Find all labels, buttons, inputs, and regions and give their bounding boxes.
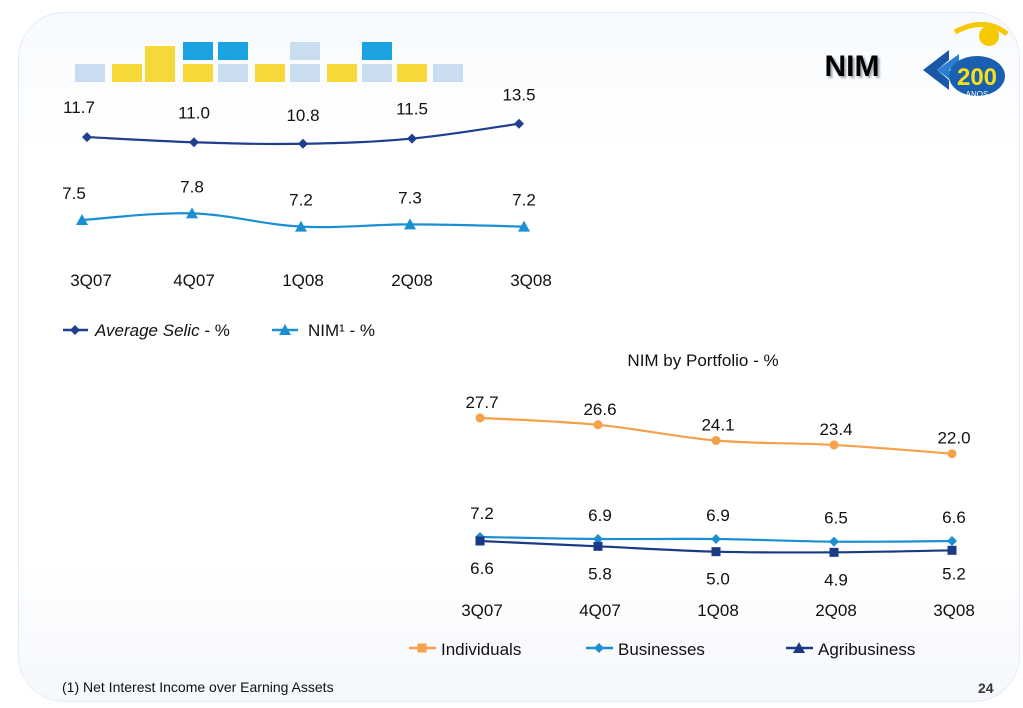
data-label-agribusiness: 4.9 (824, 570, 848, 589)
banner-square (397, 64, 427, 82)
banner-square (183, 64, 213, 82)
banner-square (218, 64, 248, 82)
legend-label-average-selic: Average Selic - % (94, 321, 230, 340)
data-label-nim: 7.5 (62, 184, 86, 203)
banner-square (362, 64, 392, 82)
banner-square (433, 64, 463, 82)
data-label-businesses: 6.6 (942, 508, 966, 527)
data-point-businesses (947, 536, 957, 546)
decorative-banner (75, 42, 470, 86)
data-label-individuals: 26.6 (583, 400, 616, 419)
x-tick-label: 4Q07 (579, 601, 621, 620)
data-label-average-selic: 10.8 (286, 106, 319, 125)
banner-square (218, 42, 248, 60)
banner-square (145, 46, 175, 64)
data-label-businesses: 6.9 (588, 506, 612, 525)
data-point-nim (186, 207, 198, 219)
slide-title: NIM (824, 50, 880, 83)
data-point-businesses (593, 534, 603, 544)
data-point-individuals (711, 436, 721, 446)
footnote: (1) Net Interest Income over Earning Ass… (62, 679, 334, 695)
data-label-nim: 7.3 (398, 188, 422, 207)
legend-label-individuals: Individuals (441, 640, 521, 659)
banner-square (145, 64, 175, 82)
data-label-individuals: 22.0 (937, 429, 970, 448)
page-number: 24 (978, 680, 994, 696)
data-point-average-selic (407, 133, 417, 144)
data-point-average-selic (82, 132, 92, 143)
x-tick-label: 2Q08 (815, 601, 857, 620)
data-label-average-selic: 11.0 (178, 103, 210, 122)
data-point-nim (404, 218, 416, 230)
data-label-agribusiness: 5.8 (588, 564, 612, 583)
logo-number: 200 (957, 64, 997, 91)
nim-by-portfolio-chart: NIM by Portfolio - % 27.7 26.6 24.1 23.4 22.0… (409, 351, 975, 659)
data-label-average-selic: 13.5 (502, 86, 535, 105)
data-point-nim (518, 220, 530, 232)
data-label-businesses: 7.2 (470, 504, 494, 523)
legend-marker-average-selic (70, 325, 80, 335)
data-label-nim: 7.2 (289, 191, 313, 210)
data-point-businesses (829, 536, 839, 547)
data-label-individuals: 23.4 (819, 420, 852, 439)
data-label-average-selic: 11.5 (396, 100, 428, 119)
data-point-agribusiness (475, 536, 485, 546)
x-tick-label: 1Q08 (697, 601, 739, 620)
legend: Average Selic - % NIM¹ - % (63, 321, 375, 340)
data-point-individuals (829, 440, 839, 450)
data-label-agribusiness: 5.2 (942, 564, 966, 583)
banner-square (362, 42, 392, 60)
selic-nim-chart: 11.7 11.0 10.8 11.5 13.5 7.5 7.8 7.2 7.3 7.2 3Q07 4… (62, 86, 552, 340)
x-tick-label: 1Q08 (282, 271, 324, 290)
data-point-individuals (593, 420, 603, 430)
data-point-nim (295, 220, 307, 232)
data-point-businesses (711, 534, 721, 544)
logo-subtext: ANOS (966, 90, 989, 99)
bb-200-anos-logo-icon: 200 ANOS (915, 14, 1010, 106)
data-label-businesses: 6.9 (706, 506, 730, 525)
banner-square (183, 42, 213, 60)
data-point-nim (76, 214, 88, 225)
data-label-average-selic: 11.7 (63, 98, 95, 117)
data-point-average-selic (189, 137, 199, 148)
banner-square (75, 64, 105, 82)
data-label-individuals: 27.7 (465, 393, 498, 412)
legend: Individuals Businesses Agribusiness (409, 640, 915, 659)
data-label-agribusiness: 5.0 (706, 570, 730, 589)
data-label-businesses: 6.5 (824, 509, 848, 528)
legend-label-agribusiness: Agribusiness (818, 640, 915, 659)
data-point-agribusiness (711, 547, 721, 557)
x-tick-label: 2Q08 (391, 271, 433, 290)
banner-square (112, 64, 142, 82)
data-label-nim: 7.2 (512, 191, 536, 210)
legend-marker-businesses (594, 643, 604, 653)
x-tick-label: 3Q08 (510, 271, 552, 290)
banner-square (290, 42, 320, 60)
chart-title: NIM by Portfolio - % (627, 351, 778, 370)
data-point-individuals (475, 413, 485, 423)
legend-label-businesses: Businesses (618, 640, 705, 659)
banner-square (290, 64, 320, 82)
legend-marker-nim (279, 324, 291, 335)
data-point-average-selic (514, 118, 524, 129)
banner-square (327, 64, 357, 82)
legend-label-nim: NIM¹ - % (308, 321, 375, 340)
data-point-individuals (947, 449, 957, 459)
x-tick-label: 3Q07 (461, 601, 503, 620)
x-tick-label: 4Q07 (173, 271, 215, 290)
data-point-agribusiness (829, 547, 839, 557)
x-tick-label: 3Q08 (933, 601, 975, 620)
legend-marker-agribusiness (793, 642, 805, 653)
data-point-average-selic (298, 138, 308, 149)
data-point-agribusiness (947, 545, 957, 555)
data-label-individuals: 24.1 (701, 416, 734, 435)
data-point-agribusiness (593, 541, 603, 551)
x-tick-label: 3Q07 (70, 271, 112, 290)
data-label-nim: 7.8 (180, 177, 204, 196)
data-label-agribusiness: 6.6 (470, 559, 494, 578)
banner-square (255, 64, 285, 82)
legend-marker-individuals (417, 643, 427, 653)
